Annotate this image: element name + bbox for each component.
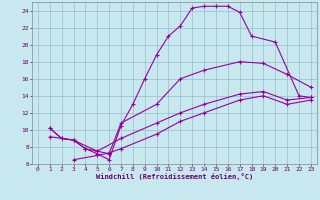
X-axis label: Windchill (Refroidissement éolien,°C): Windchill (Refroidissement éolien,°C) (96, 173, 253, 180)
